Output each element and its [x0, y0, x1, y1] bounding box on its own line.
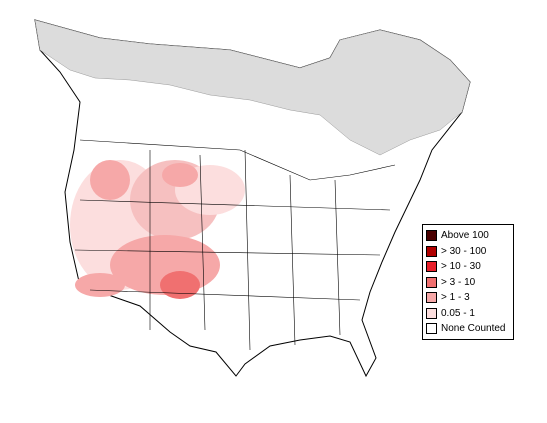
legend-swatch: [426, 261, 437, 273]
legend-swatch: [426, 323, 437, 335]
legend-label: > 30 - 100: [441, 245, 487, 257]
legend-swatch: [426, 245, 437, 257]
legend-swatch: [426, 307, 437, 319]
legend-swatch: [426, 230, 437, 242]
region-mid: [162, 163, 198, 187]
legend-label: 0.05 - 1: [441, 307, 475, 319]
borders: [74, 139, 396, 351]
legend-item: None Counted: [426, 321, 513, 337]
region-mid: [75, 273, 125, 297]
legend-swatch: [426, 276, 437, 288]
legend-swatch: [426, 292, 437, 304]
region-high: [160, 271, 200, 299]
legend-label: > 1 - 3: [441, 292, 470, 304]
legend-label: None Counted: [441, 323, 506, 335]
count-regions: [70, 160, 245, 299]
legend-item: 0.05 - 1: [426, 306, 513, 322]
legend-item: Above 100: [426, 228, 513, 244]
region-mid: [90, 160, 130, 200]
legend-item: > 10 - 30: [426, 259, 513, 275]
legend-item: > 3 - 10: [426, 275, 513, 291]
legend-item: > 1 - 3: [426, 290, 513, 306]
legend: Above 100 > 30 - 100 > 10 - 30 > 3 - 10 > 1 …: [422, 224, 514, 340]
legend-label: > 3 - 10: [441, 276, 476, 288]
legend-label: Above 100: [441, 230, 489, 242]
legend-item: > 30 - 100: [426, 244, 513, 260]
legend-label: > 10 - 30: [441, 261, 481, 273]
no-data-region: [34, 19, 471, 156]
